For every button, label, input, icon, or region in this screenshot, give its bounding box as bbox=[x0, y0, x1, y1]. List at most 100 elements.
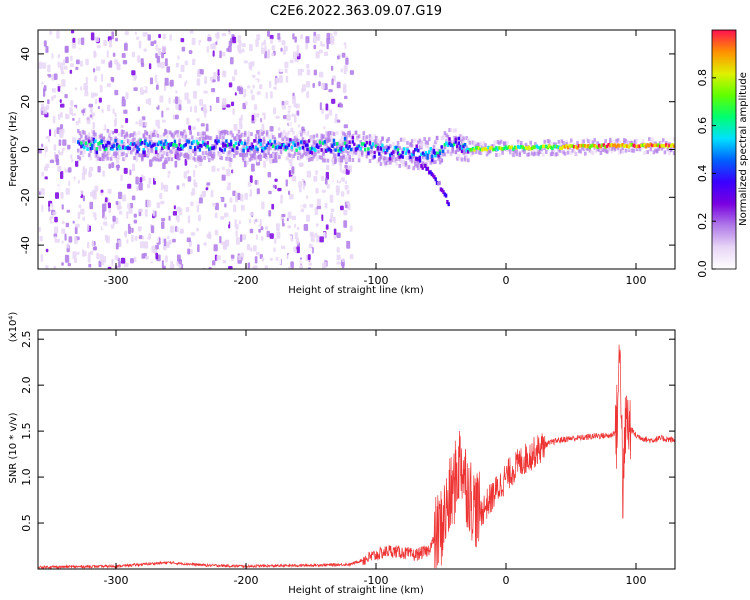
noise-cell bbox=[88, 263, 92, 268]
signal-halo-cell bbox=[261, 143, 264, 148]
noise-cell bbox=[162, 41, 167, 46]
signal-halo-cell bbox=[359, 140, 362, 144]
signal-core-cell bbox=[409, 155, 412, 159]
noise-cell bbox=[296, 226, 300, 231]
signal-halo-cell bbox=[161, 143, 164, 148]
signal-core-cell bbox=[502, 146, 506, 151]
noise-cell bbox=[89, 201, 94, 210]
signal-halo-cell bbox=[215, 134, 219, 139]
signal-halo-cell bbox=[289, 146, 292, 151]
signal-core-cell bbox=[148, 141, 152, 146]
signal-core-cell bbox=[145, 142, 148, 146]
noise-cell bbox=[56, 238, 60, 243]
noise-cell bbox=[124, 43, 128, 51]
signal-branch-cell bbox=[437, 181, 440, 186]
signal-halo-cell bbox=[580, 145, 584, 150]
signal-halo-cell bbox=[629, 140, 632, 145]
signal-halo-cell bbox=[423, 156, 426, 161]
signal-core-cell bbox=[648, 143, 651, 148]
signal-halo-cell bbox=[102, 137, 105, 142]
noise-cell bbox=[293, 71, 297, 77]
signal-halo-cell bbox=[212, 151, 216, 156]
signal-halo-cell bbox=[384, 146, 387, 151]
noise-cell bbox=[155, 53, 158, 59]
noise-cell bbox=[336, 247, 340, 253]
signal-halo-cell bbox=[80, 134, 83, 139]
signal-halo-cell bbox=[254, 134, 258, 139]
signal-core-cell bbox=[309, 150, 312, 154]
signal-core-cell bbox=[510, 145, 514, 150]
signal-halo-cell bbox=[401, 162, 405, 167]
noise-cell bbox=[93, 52, 97, 57]
noise-cell bbox=[154, 174, 158, 181]
noise-cell bbox=[252, 194, 256, 200]
noise-cell bbox=[303, 224, 309, 231]
signal-halo-cell bbox=[378, 144, 381, 149]
noise-cell bbox=[106, 50, 109, 58]
noise-cell bbox=[344, 184, 349, 190]
signal-core-cell bbox=[219, 147, 222, 151]
signal-halo-cell bbox=[351, 158, 355, 162]
signal-halo-cell bbox=[387, 160, 390, 164]
signal-halo-cell bbox=[345, 135, 348, 140]
noise-cell bbox=[270, 257, 273, 261]
noise-cell bbox=[87, 223, 90, 231]
noise-cell bbox=[240, 234, 243, 242]
noise-cell bbox=[53, 265, 57, 269]
noise-cell bbox=[281, 40, 286, 46]
signal-halo-cell bbox=[566, 150, 570, 155]
signal-halo-cell bbox=[317, 154, 320, 159]
signal-halo-cell bbox=[87, 144, 91, 149]
signal-halo-cell bbox=[86, 144, 89, 148]
noise-cell bbox=[121, 96, 125, 101]
signal-halo-cell bbox=[570, 138, 573, 143]
signal-halo-cell bbox=[314, 145, 317, 150]
signal-core-cell bbox=[169, 143, 172, 147]
signal-halo-cell bbox=[231, 145, 234, 150]
colorbar-tick-label: 0.8 bbox=[696, 69, 709, 87]
noise-cell bbox=[349, 70, 354, 75]
signal-core-cell bbox=[624, 144, 627, 148]
noise-cell bbox=[232, 36, 237, 44]
noise-cell bbox=[90, 213, 94, 220]
noise-cell bbox=[188, 125, 192, 131]
signal-halo-cell bbox=[226, 131, 230, 136]
noise-cell bbox=[338, 102, 342, 108]
signal-halo-cell bbox=[445, 143, 448, 148]
signal-halo-cell bbox=[284, 132, 288, 137]
signal-halo-cell bbox=[292, 130, 295, 135]
noise-cell bbox=[60, 192, 64, 199]
noise-cell bbox=[94, 216, 97, 221]
noise-cell bbox=[172, 211, 177, 216]
signal-halo-cell bbox=[131, 147, 135, 152]
noise-cell bbox=[183, 52, 187, 56]
signal-halo-cell bbox=[321, 152, 325, 156]
noise-cell bbox=[64, 254, 69, 263]
signal-halo-cell bbox=[262, 139, 266, 144]
noise-cell bbox=[142, 236, 145, 240]
signal-core-cell bbox=[189, 145, 192, 150]
signal-core-cell bbox=[89, 146, 92, 151]
noise-cell bbox=[87, 69, 91, 75]
signal-core-cell bbox=[593, 144, 596, 148]
noise-cell bbox=[308, 118, 313, 126]
signal-halo-cell bbox=[181, 137, 185, 142]
signal-core-cell bbox=[111, 145, 114, 149]
noise-cell bbox=[299, 259, 304, 264]
noise-cell bbox=[60, 112, 63, 118]
spectrogram-y-tick-label: -20 bbox=[19, 188, 32, 206]
noise-cell bbox=[199, 99, 204, 106]
noise-cell bbox=[126, 262, 129, 268]
noise-cell bbox=[210, 43, 214, 50]
signal-core-cell bbox=[273, 140, 276, 144]
signal-core-cell bbox=[459, 146, 462, 151]
signal-halo-cell bbox=[123, 142, 127, 147]
signal-halo-cell bbox=[161, 154, 164, 159]
signal-halo-cell bbox=[94, 132, 97, 137]
signal-core-cell bbox=[250, 147, 253, 151]
signal-halo-cell bbox=[543, 139, 546, 144]
signal-core-cell bbox=[156, 142, 159, 147]
signal-core-cell bbox=[119, 146, 122, 150]
noise-cell bbox=[142, 32, 147, 37]
signal-core-cell bbox=[476, 146, 479, 150]
